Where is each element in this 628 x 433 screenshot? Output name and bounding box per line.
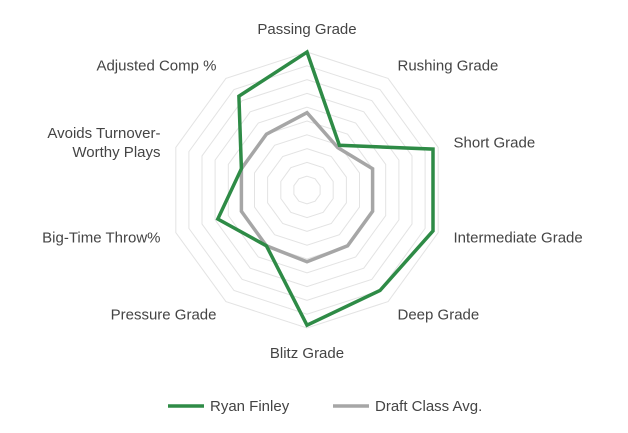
axis-label-line: Short Grade: [454, 134, 536, 151]
axis-label-line: Adjusted Comp %: [96, 57, 216, 74]
axis-label-line: Pressure Grade: [111, 307, 217, 324]
series-line-0: [215, 49, 435, 328]
axis-label-line: Intermediate Grade: [454, 230, 583, 247]
axis-label-line: Deep Grade: [398, 307, 480, 324]
grid-ring: [293, 175, 321, 205]
axis-label: Big-Time Throw%: [42, 230, 160, 247]
axis-label: Avoids Turnover- Worthy Plays: [47, 125, 160, 161]
grid-ring: [175, 51, 439, 329]
grid-ring: [254, 134, 360, 246]
legend-label-1: Draft Class Avg.: [375, 398, 482, 415]
axis-label: Blitz Grade: [270, 345, 344, 362]
axis-label: Deep Grade: [398, 307, 480, 324]
legend-label-0: Ryan Finley: [210, 398, 290, 415]
axis-label: Rushing Grade: [398, 57, 499, 74]
grid-ring: [201, 79, 413, 301]
axis-label-line: Blitz Grade: [270, 345, 344, 362]
legend: Ryan Finley Draft Class Avg.: [168, 398, 482, 415]
axis-label: Adjusted Comp %: [96, 57, 216, 74]
axis-labels: Passing Grade Rushing Grade Short Grade Int…: [42, 21, 583, 362]
axis-label: Pressure Grade: [111, 307, 217, 324]
axis-label: Short Grade: [454, 134, 536, 151]
grid-ring: [227, 106, 387, 274]
axis-label-line: Rushing Grade: [398, 57, 499, 74]
axis-label: Intermediate Grade: [454, 230, 583, 247]
axis-label: Passing Grade: [257, 21, 356, 38]
axis-label-line: Worthy Plays: [72, 144, 160, 161]
axis-label-line: Big-Time Throw%: [42, 230, 160, 247]
grid-ring: [267, 148, 347, 232]
axis-label-line: Passing Grade: [257, 21, 356, 38]
axis-label-line: Avoids Turnover-: [47, 125, 160, 142]
grid-ring: [214, 92, 400, 288]
grid-ring: [280, 161, 334, 219]
grid-layer: [175, 51, 439, 329]
series-line-1: [239, 110, 375, 264]
grid-ring: [188, 65, 426, 315]
series-layer: [215, 49, 435, 328]
